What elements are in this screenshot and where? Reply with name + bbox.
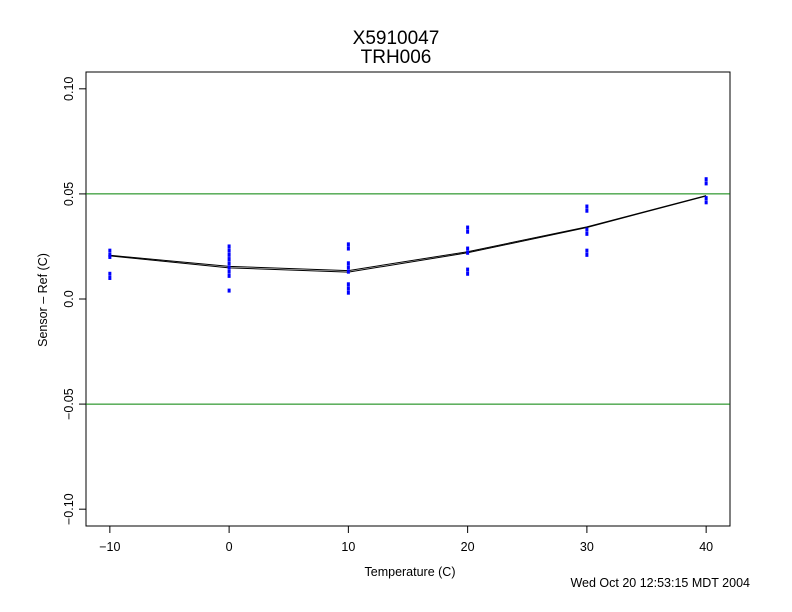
y-tick-label: 0.05	[62, 182, 76, 206]
chart-title: X5910047	[352, 28, 440, 49]
plot-frame	[85, 71, 731, 527]
data-point	[585, 227, 589, 232]
fit-lines	[109, 195, 707, 273]
data-point	[227, 269, 231, 274]
data-point	[108, 248, 112, 253]
data-point	[227, 288, 231, 293]
data-point	[585, 252, 589, 257]
y-tick-label: −0.10	[62, 493, 76, 525]
data-point	[227, 273, 231, 278]
data-point	[108, 275, 112, 280]
x-tick-label: −10	[99, 540, 120, 554]
data-point	[346, 269, 350, 274]
data-point	[108, 271, 112, 276]
data-point	[227, 261, 231, 266]
fit-line-1	[109, 195, 707, 272]
data-point	[346, 282, 350, 287]
x-tick-label: 30	[580, 540, 594, 554]
data-point	[466, 246, 470, 251]
reference-lines	[86, 193, 730, 405]
y-axis: −0.10 −0.05 0.0 0.05 0.10	[62, 77, 86, 525]
data-point	[585, 204, 589, 209]
data-point	[704, 177, 708, 182]
data-point	[466, 250, 470, 255]
data-point	[704, 181, 708, 186]
data-point	[585, 231, 589, 236]
x-tick-label: 10	[341, 540, 355, 554]
data-points	[108, 177, 708, 295]
data-point	[227, 252, 231, 257]
data-point	[346, 265, 350, 270]
y-tick-label: 0.10	[62, 77, 76, 101]
data-point	[466, 267, 470, 272]
x-tick-label: 40	[699, 540, 713, 554]
data-point	[585, 248, 589, 253]
chart-subtitle: TRH006	[360, 47, 432, 68]
data-point	[227, 244, 231, 249]
x-axis: −10 0 10 20 30 40	[99, 526, 713, 554]
timestamp-footer: Wed Oct 20 12:53:15 MDT 2004	[570, 576, 750, 590]
data-point	[346, 242, 350, 247]
data-point	[346, 290, 350, 295]
y-tick-label: 0.0	[62, 290, 76, 307]
x-axis-label: Temperature (C)	[364, 565, 456, 579]
x-tick-label: 20	[461, 540, 475, 554]
fit-line-0	[109, 195, 707, 273]
data-point	[108, 254, 112, 259]
data-point	[466, 271, 470, 276]
data-point	[108, 252, 112, 257]
data-point	[346, 261, 350, 266]
data-point	[704, 200, 708, 205]
data-point	[227, 248, 231, 253]
y-axis-label: Sensor – Ref (C)	[36, 253, 50, 347]
y-tick-label: −0.05	[62, 388, 76, 420]
data-point	[346, 246, 350, 251]
data-point	[704, 196, 708, 201]
data-point	[466, 229, 470, 234]
data-point	[227, 257, 231, 262]
data-point	[466, 225, 470, 230]
data-point	[227, 265, 231, 270]
data-point	[585, 208, 589, 213]
x-tick-label: 0	[226, 540, 233, 554]
data-point	[346, 286, 350, 291]
